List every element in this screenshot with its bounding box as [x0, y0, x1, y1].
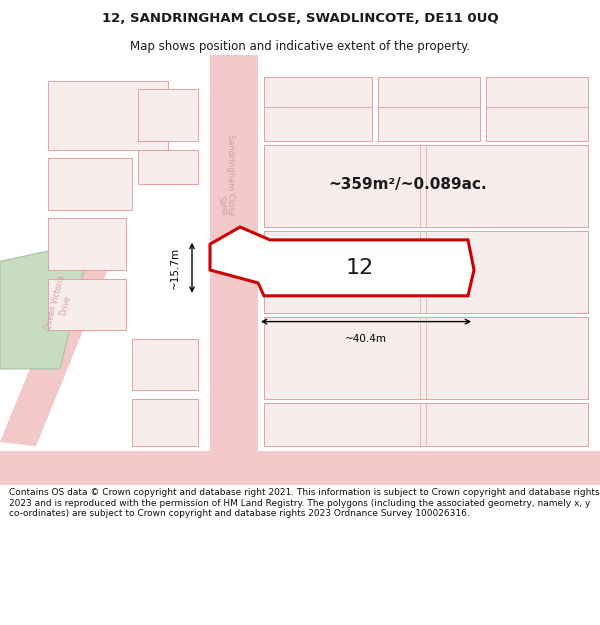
- Text: ~15.7m: ~15.7m: [170, 247, 180, 289]
- Polygon shape: [486, 76, 588, 141]
- Polygon shape: [0, 236, 120, 446]
- Text: Queen Victoria
Drive: Queen Victoria Drive: [43, 274, 77, 334]
- Polygon shape: [264, 145, 588, 227]
- Polygon shape: [0, 451, 600, 485]
- Polygon shape: [138, 149, 198, 184]
- Polygon shape: [48, 279, 126, 330]
- Text: Map shows position and indicative extent of the property.: Map shows position and indicative extent…: [130, 39, 470, 52]
- Text: ~40.4m: ~40.4m: [345, 334, 387, 344]
- Polygon shape: [264, 231, 588, 313]
- Polygon shape: [138, 89, 198, 141]
- Polygon shape: [48, 158, 132, 210]
- Text: 12: 12: [346, 258, 374, 278]
- Polygon shape: [132, 399, 198, 446]
- Text: ~359m²/~0.089ac.: ~359m²/~0.089ac.: [329, 176, 487, 191]
- Polygon shape: [210, 55, 258, 485]
- Polygon shape: [264, 76, 372, 141]
- Polygon shape: [48, 81, 168, 149]
- Text: Sandringham Close: Sandringham Close: [227, 134, 235, 216]
- Text: Sand: Sand: [216, 195, 230, 216]
- Polygon shape: [48, 218, 126, 270]
- Polygon shape: [378, 76, 480, 141]
- Polygon shape: [132, 339, 198, 391]
- Text: 12, SANDRINGHAM CLOSE, SWADLINCOTE, DE11 0UQ: 12, SANDRINGHAM CLOSE, SWADLINCOTE, DE11…: [101, 12, 499, 25]
- Polygon shape: [210, 227, 474, 296]
- Polygon shape: [264, 403, 588, 446]
- Polygon shape: [0, 249, 84, 369]
- Polygon shape: [264, 318, 588, 399]
- Text: Contains OS data © Crown copyright and database right 2021. This information is : Contains OS data © Crown copyright and d…: [9, 488, 599, 518]
